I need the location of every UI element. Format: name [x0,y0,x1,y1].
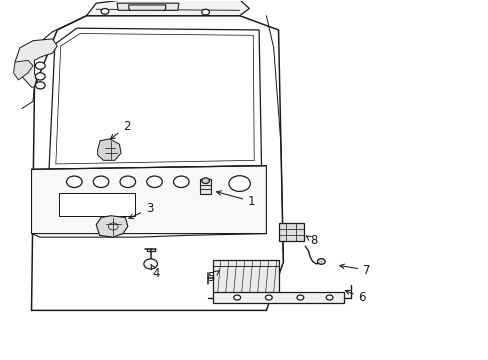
Text: 3: 3 [129,202,153,219]
Circle shape [101,9,109,14]
Polygon shape [59,193,135,216]
Circle shape [66,176,82,188]
Polygon shape [15,39,57,87]
Polygon shape [31,166,266,234]
Circle shape [93,176,109,188]
Circle shape [201,9,209,15]
Circle shape [120,176,135,188]
Polygon shape [14,60,33,80]
Polygon shape [31,16,283,310]
Polygon shape [86,0,249,16]
Text: 5: 5 [206,271,219,284]
Circle shape [233,295,240,300]
Text: 6: 6 [345,290,365,305]
Circle shape [143,259,157,269]
Circle shape [317,258,325,264]
Text: 1: 1 [216,191,255,208]
Circle shape [146,176,162,188]
Polygon shape [200,179,211,194]
Circle shape [265,295,272,300]
Polygon shape [212,292,344,303]
Circle shape [173,176,189,188]
Circle shape [35,62,45,69]
Polygon shape [212,260,278,293]
Text: 8: 8 [305,234,317,247]
Circle shape [35,73,45,80]
Text: 7: 7 [339,264,370,276]
Polygon shape [98,139,121,160]
Polygon shape [49,28,261,169]
Polygon shape [96,216,127,237]
Circle shape [35,82,45,89]
Text: 2: 2 [110,120,130,139]
Text: 4: 4 [150,264,160,280]
Circle shape [296,295,303,300]
Polygon shape [278,223,303,241]
Circle shape [325,295,332,300]
Circle shape [228,176,250,192]
Circle shape [201,178,209,184]
Polygon shape [117,3,179,10]
